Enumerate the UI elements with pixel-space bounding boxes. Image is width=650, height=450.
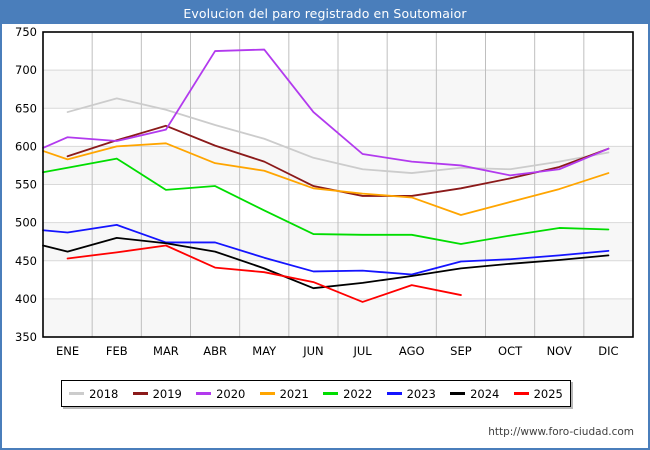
x-tick-label: NOV <box>547 344 572 358</box>
series-line-2025 <box>66 244 462 303</box>
legend-item-2025[interactable]: 2025 <box>513 386 563 401</box>
plot-frame <box>42 31 634 338</box>
legend-item-2019[interactable]: 2019 <box>132 386 182 401</box>
series-line-2022 <box>42 157 610 245</box>
x-tick-label: SEP <box>450 344 472 358</box>
legend-label: 2018 <box>89 386 119 401</box>
legend-swatch-2025 <box>513 392 529 395</box>
series-line-2024 <box>42 236 610 290</box>
y-tick-label: 750 <box>15 25 37 39</box>
series-line-2018 <box>66 97 610 174</box>
legend-label: 2020 <box>216 386 246 401</box>
legend-item-2024[interactable]: 2024 <box>450 387 499 401</box>
x-tick-label: MAY <box>252 344 277 358</box>
plot-gridlines <box>43 32 633 337</box>
legend-swatch-2019 <box>132 392 148 395</box>
x-tick-label: ABR <box>203 344 227 358</box>
y-tick-label: 350 <box>15 330 37 344</box>
x-tick-label: OCT <box>498 344 523 358</box>
series-line-2023 <box>42 224 610 276</box>
y-tick-label: 600 <box>15 139 37 153</box>
legend-swatch-2024 <box>450 392 466 395</box>
legend-item-2022[interactable]: 2022 <box>323 387 372 401</box>
legend-item-2021[interactable]: 2021 <box>259 386 309 401</box>
page-title: Evolucion del paro registrado en Soutoma… <box>183 5 467 21</box>
legend-label: 2024 <box>470 386 500 401</box>
window-title-bar: Evolucion del paro registrado en Soutoma… <box>2 2 648 24</box>
line-chart-svg: 350 400 450 500 550 600 650 700 750 ENE FEB MAR ABR… <box>15 25 634 358</box>
x-tick-label: JUN <box>302 344 323 358</box>
y-tick-label: 550 <box>15 178 37 192</box>
legend-swatch-2021 <box>259 392 275 395</box>
x-tick-label: FEB <box>106 344 128 358</box>
y-tick-label: 400 <box>15 292 37 306</box>
y-tick-label: 450 <box>15 254 37 268</box>
x-axis-tick-labels: ENE FEB MAR ABR MAY JUN JUL AGO SEP OCT NOV DIC <box>56 344 619 358</box>
legend-swatch-2022 <box>323 392 339 395</box>
x-tick-label: JUL <box>352 344 372 358</box>
y-tick-label: 650 <box>15 101 37 115</box>
y-axis-tick-labels: 350 400 450 500 550 600 650 700 750 <box>15 25 37 344</box>
y-tick-label: 500 <box>15 216 37 230</box>
legend-label: 2022 <box>343 386 373 401</box>
data-series-group <box>42 48 610 303</box>
legend-label: 2023 <box>406 386 436 401</box>
legend-item-2023[interactable]: 2023 <box>386 386 436 401</box>
legend-swatch-2020 <box>196 392 212 395</box>
legend-swatch-2018 <box>69 392 85 395</box>
legend-label: 2019 <box>152 386 182 401</box>
legend-item-2018[interactable]: 2018 <box>69 387 118 401</box>
legend-label: 2025 <box>533 386 563 401</box>
y-tick-label: 700 <box>15 63 37 77</box>
chart-legend: 2018 2019 2020 2021 2022 2023 2024 2025 <box>61 380 571 407</box>
legend-item-2020[interactable]: 2020 <box>196 387 245 401</box>
x-tick-label: ENE <box>56 344 79 358</box>
chart-plot-area: 350 400 450 500 550 600 650 700 750 ENE FEB MAR ABR… <box>2 24 648 364</box>
series-line-2021 <box>42 142 610 216</box>
series-line-2020 <box>42 48 610 177</box>
source-url: http://www.foro-ciudad.com <box>488 426 634 438</box>
x-tick-label: AGO <box>399 344 425 358</box>
x-tick-label: MAR <box>153 344 179 358</box>
x-tick-label: DIC <box>598 344 618 358</box>
legend-label: 2021 <box>279 386 309 401</box>
legend-swatch-2023 <box>386 392 402 395</box>
